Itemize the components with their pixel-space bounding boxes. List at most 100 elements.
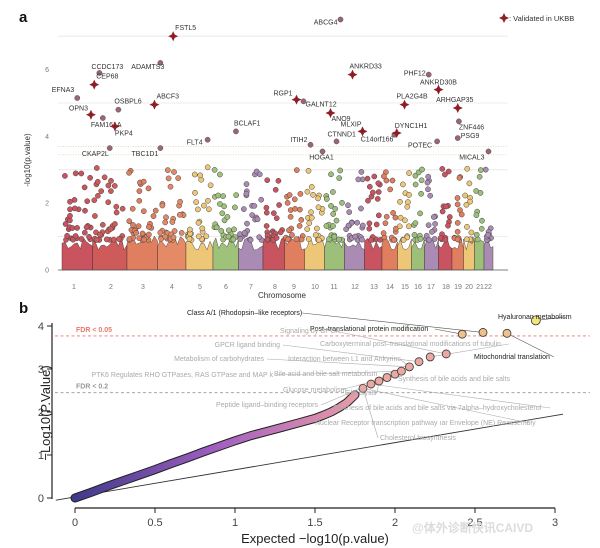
- gene-label: PLA2G4B: [397, 94, 428, 101]
- snp-point: [476, 173, 483, 180]
- snp-point: [247, 237, 254, 243]
- legend: : Validated in UKBB: [499, 13, 574, 23]
- snp-point: [328, 203, 334, 209]
- snp-point: [105, 199, 112, 206]
- snp-point: [397, 214, 404, 221]
- snp-point: [315, 204, 322, 211]
- snp-point: [136, 188, 143, 194]
- pathway-label: Synthesis of bile acids and bile salts v…: [333, 405, 542, 412]
- snp-point: [93, 165, 100, 171]
- snp-point: [458, 211, 465, 218]
- gene-label: DYNC1H1: [395, 123, 428, 130]
- pathway-label: Metabolism of carbohydrates: [174, 356, 264, 363]
- snp-point: [83, 224, 90, 231]
- gene-label: ABCG4: [314, 20, 338, 27]
- snp-point: [477, 167, 484, 173]
- chromosome-band: [344, 240, 365, 271]
- pathway-point: [457, 329, 467, 339]
- legend-label: : Validated in UKBB: [509, 14, 574, 23]
- snp-point: [86, 233, 92, 240]
- pathway-label: Interaction between L1 and Ankyrins: [288, 356, 401, 363]
- y-tick-label: 6: [45, 67, 49, 74]
- x-tick-label: 21: [476, 284, 484, 291]
- snp-point: [81, 229, 88, 236]
- labeled-point: [337, 16, 344, 23]
- validated-cross-icon: [357, 126, 368, 137]
- labeled-point: [100, 115, 106, 121]
- snp-point: [418, 190, 424, 197]
- snp-point: [273, 215, 280, 222]
- leader-line: [535, 316, 566, 321]
- snp-point: [464, 165, 471, 172]
- validated-cross-icon: [109, 121, 120, 132]
- snp-point: [304, 226, 311, 232]
- gene-label: CEP68: [96, 74, 118, 81]
- snp-point: [312, 232, 319, 238]
- snp-point: [72, 233, 79, 239]
- snp-point: [305, 236, 312, 242]
- reference-line: [55, 413, 564, 501]
- snp-point: [136, 197, 143, 204]
- snp-point: [339, 199, 345, 206]
- snp-point: [256, 234, 263, 240]
- snp-point: [377, 237, 384, 243]
- snp-point: [473, 231, 480, 238]
- snp-point: [454, 236, 461, 243]
- pathway-point: [441, 349, 451, 359]
- snp-point: [108, 188, 114, 194]
- gene-label: ADAMTS3: [131, 64, 164, 71]
- gene-label: POTEC: [408, 142, 432, 149]
- snp-point: [206, 206, 212, 213]
- snp-point: [430, 214, 437, 220]
- validated-cross-icon: [452, 103, 463, 114]
- snp-point: [411, 232, 418, 238]
- pathway-point: [414, 357, 424, 367]
- chromosome-band: [451, 236, 464, 271]
- snp-point: [286, 227, 292, 234]
- snp-point: [346, 209, 353, 215]
- snp-point: [427, 192, 434, 199]
- x-tick-label: 6: [224, 284, 228, 291]
- snp-point: [406, 192, 412, 198]
- chromosome-band: [483, 238, 494, 271]
- labeled-point: [333, 138, 340, 145]
- snp-point: [304, 188, 311, 195]
- snp-point: [171, 169, 177, 175]
- snp-point: [366, 183, 373, 190]
- pathway-point: [374, 376, 384, 386]
- snp-point: [293, 167, 300, 173]
- snp-point: [135, 223, 142, 230]
- snp-point: [371, 173, 378, 180]
- labeled-point: [157, 60, 164, 66]
- snp-point: [424, 179, 431, 186]
- snp-point: [442, 236, 449, 243]
- labeled-point: [425, 71, 432, 78]
- fdr-label: FDR < 0.2: [76, 384, 108, 391]
- snp-point: [126, 169, 132, 176]
- snp-point: [191, 171, 198, 178]
- snp-point: [232, 204, 238, 211]
- snp-point: [72, 170, 79, 177]
- x-tick-label: 2: [392, 517, 398, 529]
- panel-label-a: a: [19, 9, 28, 26]
- snp-point: [358, 169, 365, 175]
- snp-point: [306, 220, 313, 227]
- snp-point: [241, 230, 248, 236]
- snp-point: [64, 232, 70, 239]
- qq-plot: b 0 1 2 3 4 0 0.5 1 1.5 2 2.5 3 FDR < 0.05 FDR < 0.2…: [19, 300, 590, 546]
- x-tick-label: 10: [311, 284, 319, 291]
- y-tick-label: 2: [45, 201, 49, 208]
- snp-point: [387, 186, 394, 193]
- snp-point: [314, 225, 320, 232]
- snp-point: [405, 223, 412, 230]
- snp-point: [323, 196, 330, 202]
- snp-point: [167, 183, 174, 190]
- snp-point: [217, 201, 223, 207]
- gene-label: MLXIP: [340, 121, 361, 128]
- snp-point: [225, 233, 232, 240]
- snp-point: [390, 210, 396, 216]
- snp-point: [258, 196, 265, 203]
- snp-point: [110, 236, 117, 243]
